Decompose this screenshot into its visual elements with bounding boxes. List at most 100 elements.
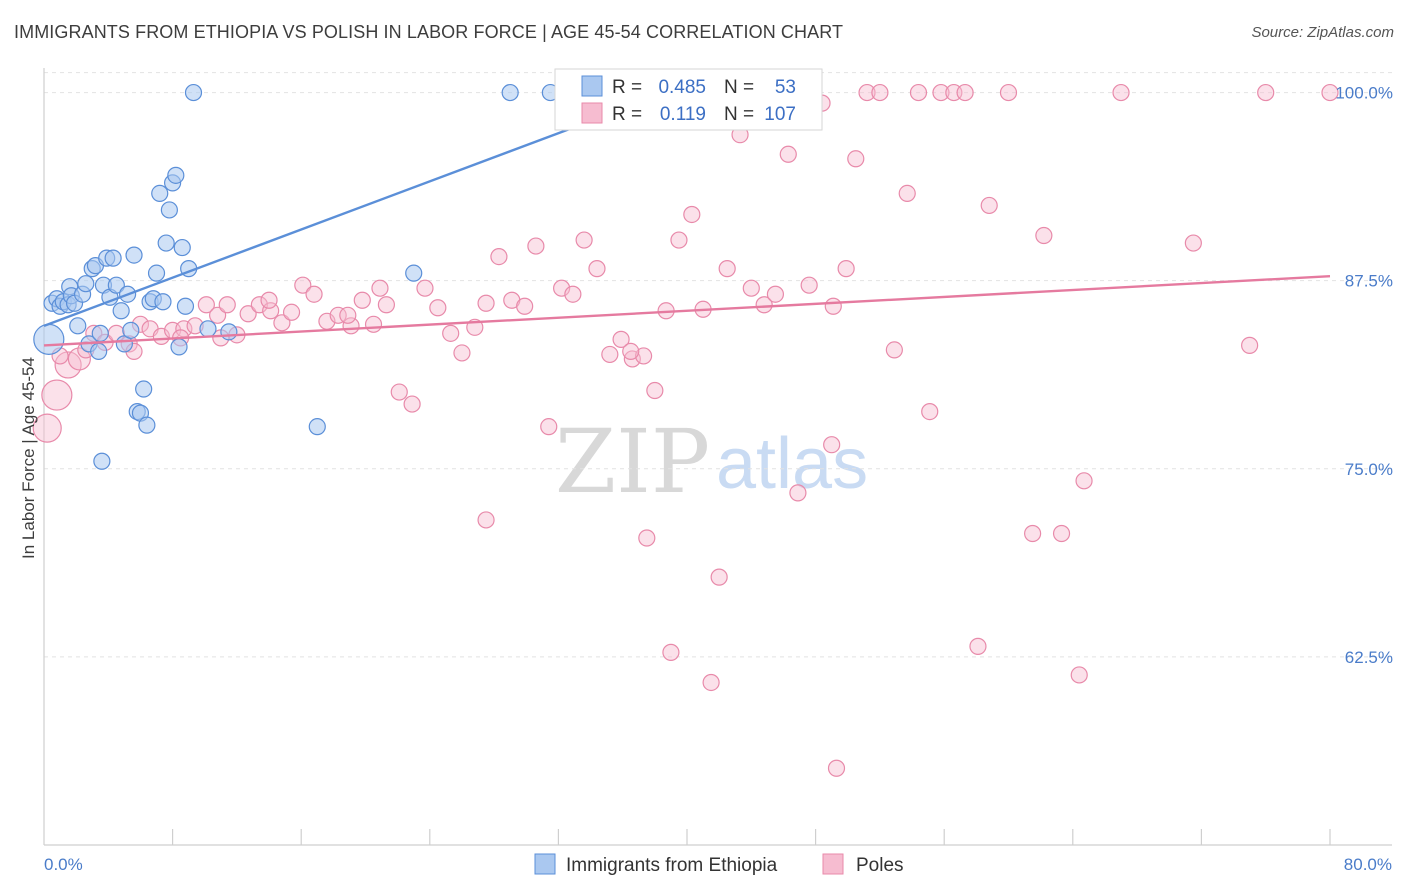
poles-point-107 <box>622 342 640 361</box>
poles-point-105 <box>260 291 278 309</box>
x-tick-label-min: 0.0% <box>44 855 83 874</box>
poles-point-93 <box>638 529 656 547</box>
poles-point-102 <box>339 306 357 324</box>
poles-point-0 <box>32 413 62 443</box>
poles-point-55 <box>683 205 701 224</box>
legend-n-label-poles: N = <box>724 104 754 125</box>
legend-swatch-poles <box>581 102 603 124</box>
poles-point-73 <box>898 184 916 202</box>
ethiopia-point-52 <box>93 452 111 470</box>
poles-point-35 <box>442 324 460 342</box>
poles-point-14 <box>197 296 215 314</box>
poles-point-28 <box>353 291 371 309</box>
y-tick-label-1: 87.5% <box>1345 272 1393 291</box>
poles-point-91 <box>1321 83 1339 102</box>
poles-point-87 <box>1112 83 1130 102</box>
poles-point-52 <box>646 381 664 400</box>
axes <box>43 68 1392 846</box>
poles-point-75 <box>921 403 939 421</box>
ethiopia-point-0 <box>33 323 65 355</box>
poles-point-89 <box>1241 336 1259 354</box>
poles-point-16 <box>218 296 236 314</box>
y-tick-labels: 100.0% 87.5% 75.0% 62.5% <box>1335 84 1393 667</box>
bottom-legend-label-ethiopia: Immigrants from Ethiopia <box>566 855 778 876</box>
poles-point-106 <box>371 279 389 297</box>
poles-point-84 <box>1052 524 1071 543</box>
ethiopia-point-25 <box>122 321 140 339</box>
poles-point-21 <box>273 314 291 332</box>
poles-point-97 <box>823 436 841 454</box>
y-tick-label-3: 62.5% <box>1345 648 1393 667</box>
poles-point-82 <box>1024 524 1042 543</box>
ethiopia-point-47 <box>308 418 326 436</box>
poles-point-61 <box>755 296 773 314</box>
poles-point-20 <box>262 302 280 320</box>
poles-point-78 <box>956 83 974 102</box>
y-axis-label: In Labor Force | Age 45-54 <box>19 357 38 559</box>
poles-point-29 <box>364 315 383 333</box>
ethiopia-point-34 <box>151 184 169 202</box>
poles-point-88 <box>1184 234 1202 252</box>
series-legend: Immigrants from Ethiopia Poles <box>534 853 904 876</box>
poles-point-69 <box>847 150 865 168</box>
legend-swatch-ethiopia <box>581 75 603 97</box>
ethiopia-point-9 <box>69 317 87 335</box>
poles-point-60 <box>742 279 760 297</box>
poles-point-24 <box>305 285 323 303</box>
poles-point-94 <box>710 568 728 586</box>
x-ticks <box>172 829 1331 845</box>
poles-point-95 <box>662 643 680 661</box>
ethiopia-point-15 <box>90 342 108 361</box>
ethiopia-point-20 <box>104 249 122 267</box>
poles-point-41 <box>516 297 534 315</box>
poles-point-36 <box>453 344 471 362</box>
poles-point-62 <box>766 285 785 303</box>
poles-point-76 <box>932 83 950 102</box>
ethiopia-point-48 <box>405 264 423 282</box>
poles-point-70 <box>858 83 876 102</box>
ethiopia-point-44 <box>184 83 203 102</box>
poles-trend-line <box>43 274 1331 347</box>
poles-point-1 <box>41 379 73 411</box>
bottom-legend-label-poles: Poles <box>856 855 904 876</box>
ethiopia-point-22 <box>112 302 130 320</box>
ethiopia-point-30 <box>138 416 156 434</box>
source-credit: Source: ZipAtlas.com <box>1251 24 1394 41</box>
legend-r-value-ethiopia: 0.485 <box>658 77 706 98</box>
poles-point-23 <box>294 276 312 294</box>
poles-point-39 <box>490 248 508 266</box>
ethiopia-point-39 <box>167 166 185 184</box>
ethiopia-points <box>33 83 624 470</box>
poles-point-34 <box>429 299 447 317</box>
poles-point-38 <box>477 294 495 312</box>
ethiopia-point-46 <box>220 323 238 341</box>
poles-point-81 <box>999 83 1018 102</box>
poles-point-58 <box>718 260 736 278</box>
poles-point-48 <box>601 345 619 364</box>
poles-point-3 <box>67 347 91 371</box>
ethiopia-point-16 <box>91 324 109 342</box>
ethiopia-point-33 <box>147 264 166 282</box>
poles-point-18 <box>239 305 257 323</box>
poles-point-67 <box>824 297 842 315</box>
poles-point-47 <box>588 260 606 278</box>
ethiopia-point-26 <box>125 246 143 264</box>
poles-point-72 <box>885 341 903 359</box>
bottom-legend-swatch-poles <box>822 853 844 875</box>
ethiopia-point-29 <box>135 380 153 398</box>
poles-point-86 <box>1075 472 1093 490</box>
poles-point-15 <box>209 306 227 324</box>
poles-point-64 <box>789 484 807 502</box>
ethiopia-point-40 <box>170 338 188 356</box>
poles-point-51 <box>634 347 653 365</box>
ethiopia-point-35 <box>154 293 172 311</box>
ethiopia-point-11 <box>77 275 95 293</box>
poles-point-32 <box>403 395 421 413</box>
poles-point-46 <box>575 231 593 249</box>
ethiopia-point-45 <box>199 320 217 338</box>
ethiopia-point-42 <box>176 297 195 315</box>
poles-point-65 <box>800 276 818 294</box>
poles-point-31 <box>390 383 408 401</box>
x-tick-label-max: 80.0% <box>1344 855 1392 874</box>
